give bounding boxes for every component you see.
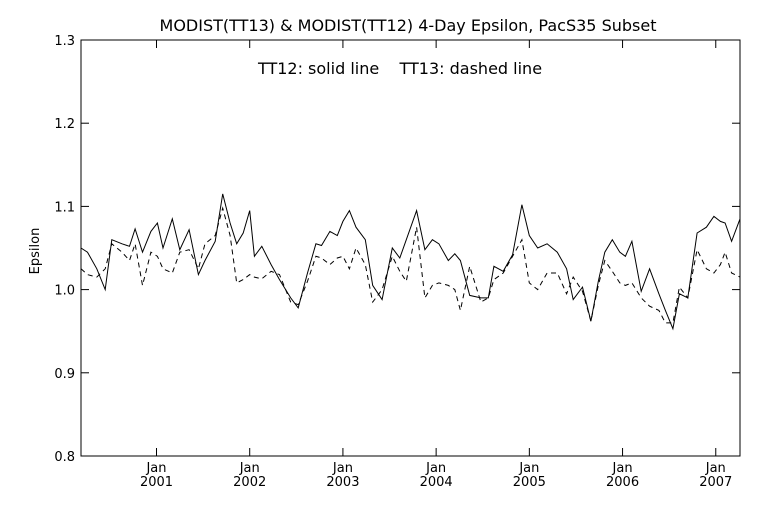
x-tick-month: Jan (145, 461, 166, 476)
y-tick-label: 0.9 (54, 367, 75, 382)
x-tick-year: 2002 (233, 475, 266, 490)
x-tick-month: Jan (612, 461, 633, 476)
y-tick-label: 1.0 (54, 284, 75, 299)
x-tick-year: 2006 (606, 475, 639, 490)
y-tick-label: 1.1 (54, 200, 75, 215)
y-axis: 0.8 0.9 1.0 1.1 1.2 1.3 (54, 34, 740, 465)
x-tick-year: 2003 (326, 475, 359, 490)
x-tick-month: Jan (239, 461, 260, 476)
series-line-tt13 (80, 206, 741, 324)
x-tick-month: Jan (518, 461, 539, 476)
legend-annotation: TT12: solid line TT13: dashed line (257, 59, 542, 78)
x-tick-month: Jan (425, 461, 446, 476)
x-tick-year: 2004 (420, 475, 453, 490)
x-tick-year: 2007 (699, 475, 732, 490)
x-tick-month: Jan (705, 461, 726, 476)
x-tick-year: 2001 (140, 475, 173, 490)
y-tick-label: 1.3 (54, 34, 75, 49)
x-axis: Jan2001Jan2002Jan2003Jan2004Jan2005Jan20… (140, 40, 732, 490)
y-axis-label: Epsilon (28, 228, 43, 275)
series-line-tt12 (80, 193, 741, 331)
x-tick-month: Jan (332, 461, 353, 476)
chart-title: MODIST(TT13) & MODIST(TT12) 4-Day Epsilo… (160, 16, 657, 35)
series-layer (80, 193, 741, 331)
y-tick-label: 1.2 (54, 117, 75, 132)
x-tick-year: 2005 (513, 475, 546, 490)
y-tick-label: 0.8 (54, 450, 75, 465)
